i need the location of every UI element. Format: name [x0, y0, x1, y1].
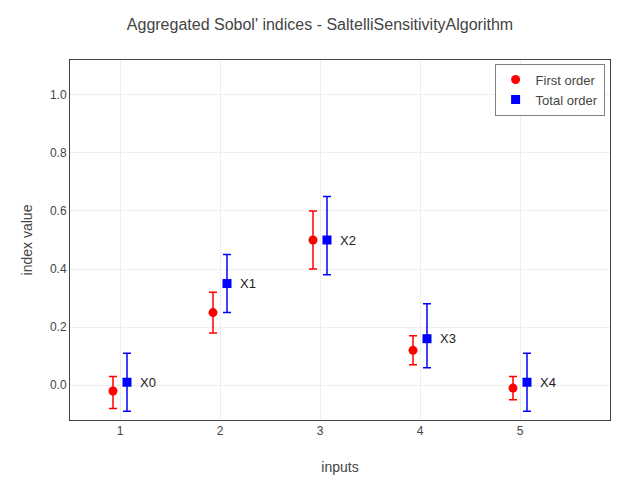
- svg-text:4: 4: [417, 424, 424, 438]
- svg-text:index value: index value: [19, 204, 35, 275]
- svg-text:X0: X0: [140, 375, 156, 390]
- svg-text:X2: X2: [340, 233, 356, 248]
- svg-text:0.0: 0.0: [50, 378, 67, 392]
- svg-text:1.0: 1.0: [50, 88, 67, 102]
- svg-text:2: 2: [217, 424, 224, 438]
- svg-text:X4: X4: [540, 375, 556, 390]
- svg-text:0.8: 0.8: [50, 146, 67, 160]
- svg-text:X1: X1: [240, 276, 256, 291]
- svg-text:1: 1: [117, 424, 124, 438]
- svg-text:0.4: 0.4: [50, 262, 67, 276]
- svg-text:Aggregated Sobol' indices - Sa: Aggregated Sobol' indices - SaltelliSens…: [127, 16, 513, 33]
- svg-text:X3: X3: [440, 331, 456, 346]
- svg-text:5: 5: [517, 424, 524, 438]
- svg-text:Total order: Total order: [536, 93, 598, 108]
- svg-text:inputs: inputs: [321, 459, 358, 475]
- svg-text:First order: First order: [536, 73, 596, 88]
- svg-text:3: 3: [317, 424, 324, 438]
- svg-text:0.2: 0.2: [50, 320, 67, 334]
- svg-text:0.6: 0.6: [50, 204, 67, 218]
